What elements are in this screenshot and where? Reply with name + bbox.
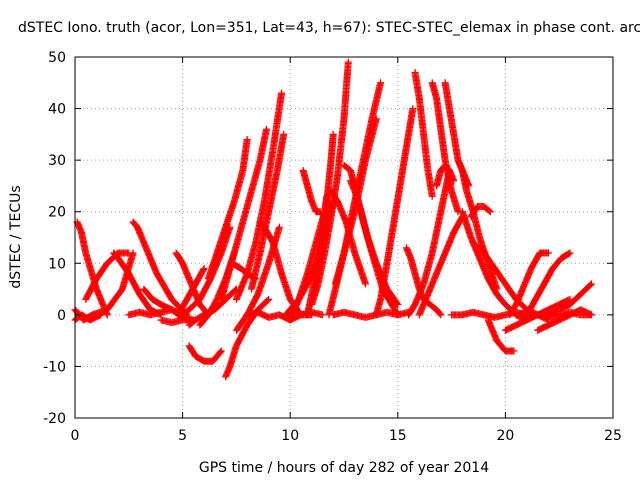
series-16 — [204, 136, 251, 283]
data-point — [125, 249, 133, 257]
series-14 — [185, 342, 225, 365]
y-tick-label: 10 — [48, 256, 66, 272]
series-17 — [217, 125, 271, 303]
y-tick-label: -10 — [43, 359, 66, 375]
y-axis-label: dSTEC / TECUs — [8, 185, 24, 288]
x-tick-label: 25 — [604, 428, 622, 444]
x-axis-label: GPS time / hours of day 282 of year 2014 — [199, 460, 489, 476]
data-point — [264, 296, 272, 304]
data-point — [217, 347, 225, 355]
data-point — [243, 136, 251, 144]
series-44 — [415, 213, 466, 319]
series-48 — [484, 316, 518, 355]
x-tick-label: 0 — [71, 428, 80, 444]
x-tick-label: 15 — [389, 428, 407, 444]
axes: 0 5 10 15 20 25 -20 -10 0 10 20 30 40 50 — [43, 50, 622, 444]
x-tick-label: 10 — [281, 428, 299, 444]
series-39 — [411, 68, 436, 200]
data-point — [216, 348, 224, 356]
y-tick-label: 40 — [48, 102, 66, 118]
data-point — [275, 223, 283, 231]
y-tick-label: 50 — [48, 50, 66, 66]
data-point — [263, 125, 271, 133]
series-6 — [129, 218, 191, 319]
y-tick-label: 0 — [57, 308, 66, 324]
chart-title: dSTEC Iono. truth (acor, Lon=351, Lat=43… — [18, 20, 640, 36]
y-tick-label: 20 — [48, 205, 66, 221]
y-tick-label: -20 — [43, 411, 66, 427]
series-20 — [232, 89, 286, 303]
x-tick-label: 5 — [178, 428, 187, 444]
data-point — [200, 264, 208, 272]
x-tick-label: 20 — [496, 428, 514, 444]
y-tick-label: 30 — [48, 153, 66, 169]
series-27 — [299, 166, 324, 216]
series-35 — [329, 308, 413, 321]
data-point — [199, 266, 207, 274]
series-3 — [71, 249, 137, 324]
series-4 — [110, 249, 165, 319]
data-layer — [71, 58, 595, 381]
series-5 — [82, 249, 133, 303]
data-point — [265, 295, 273, 303]
